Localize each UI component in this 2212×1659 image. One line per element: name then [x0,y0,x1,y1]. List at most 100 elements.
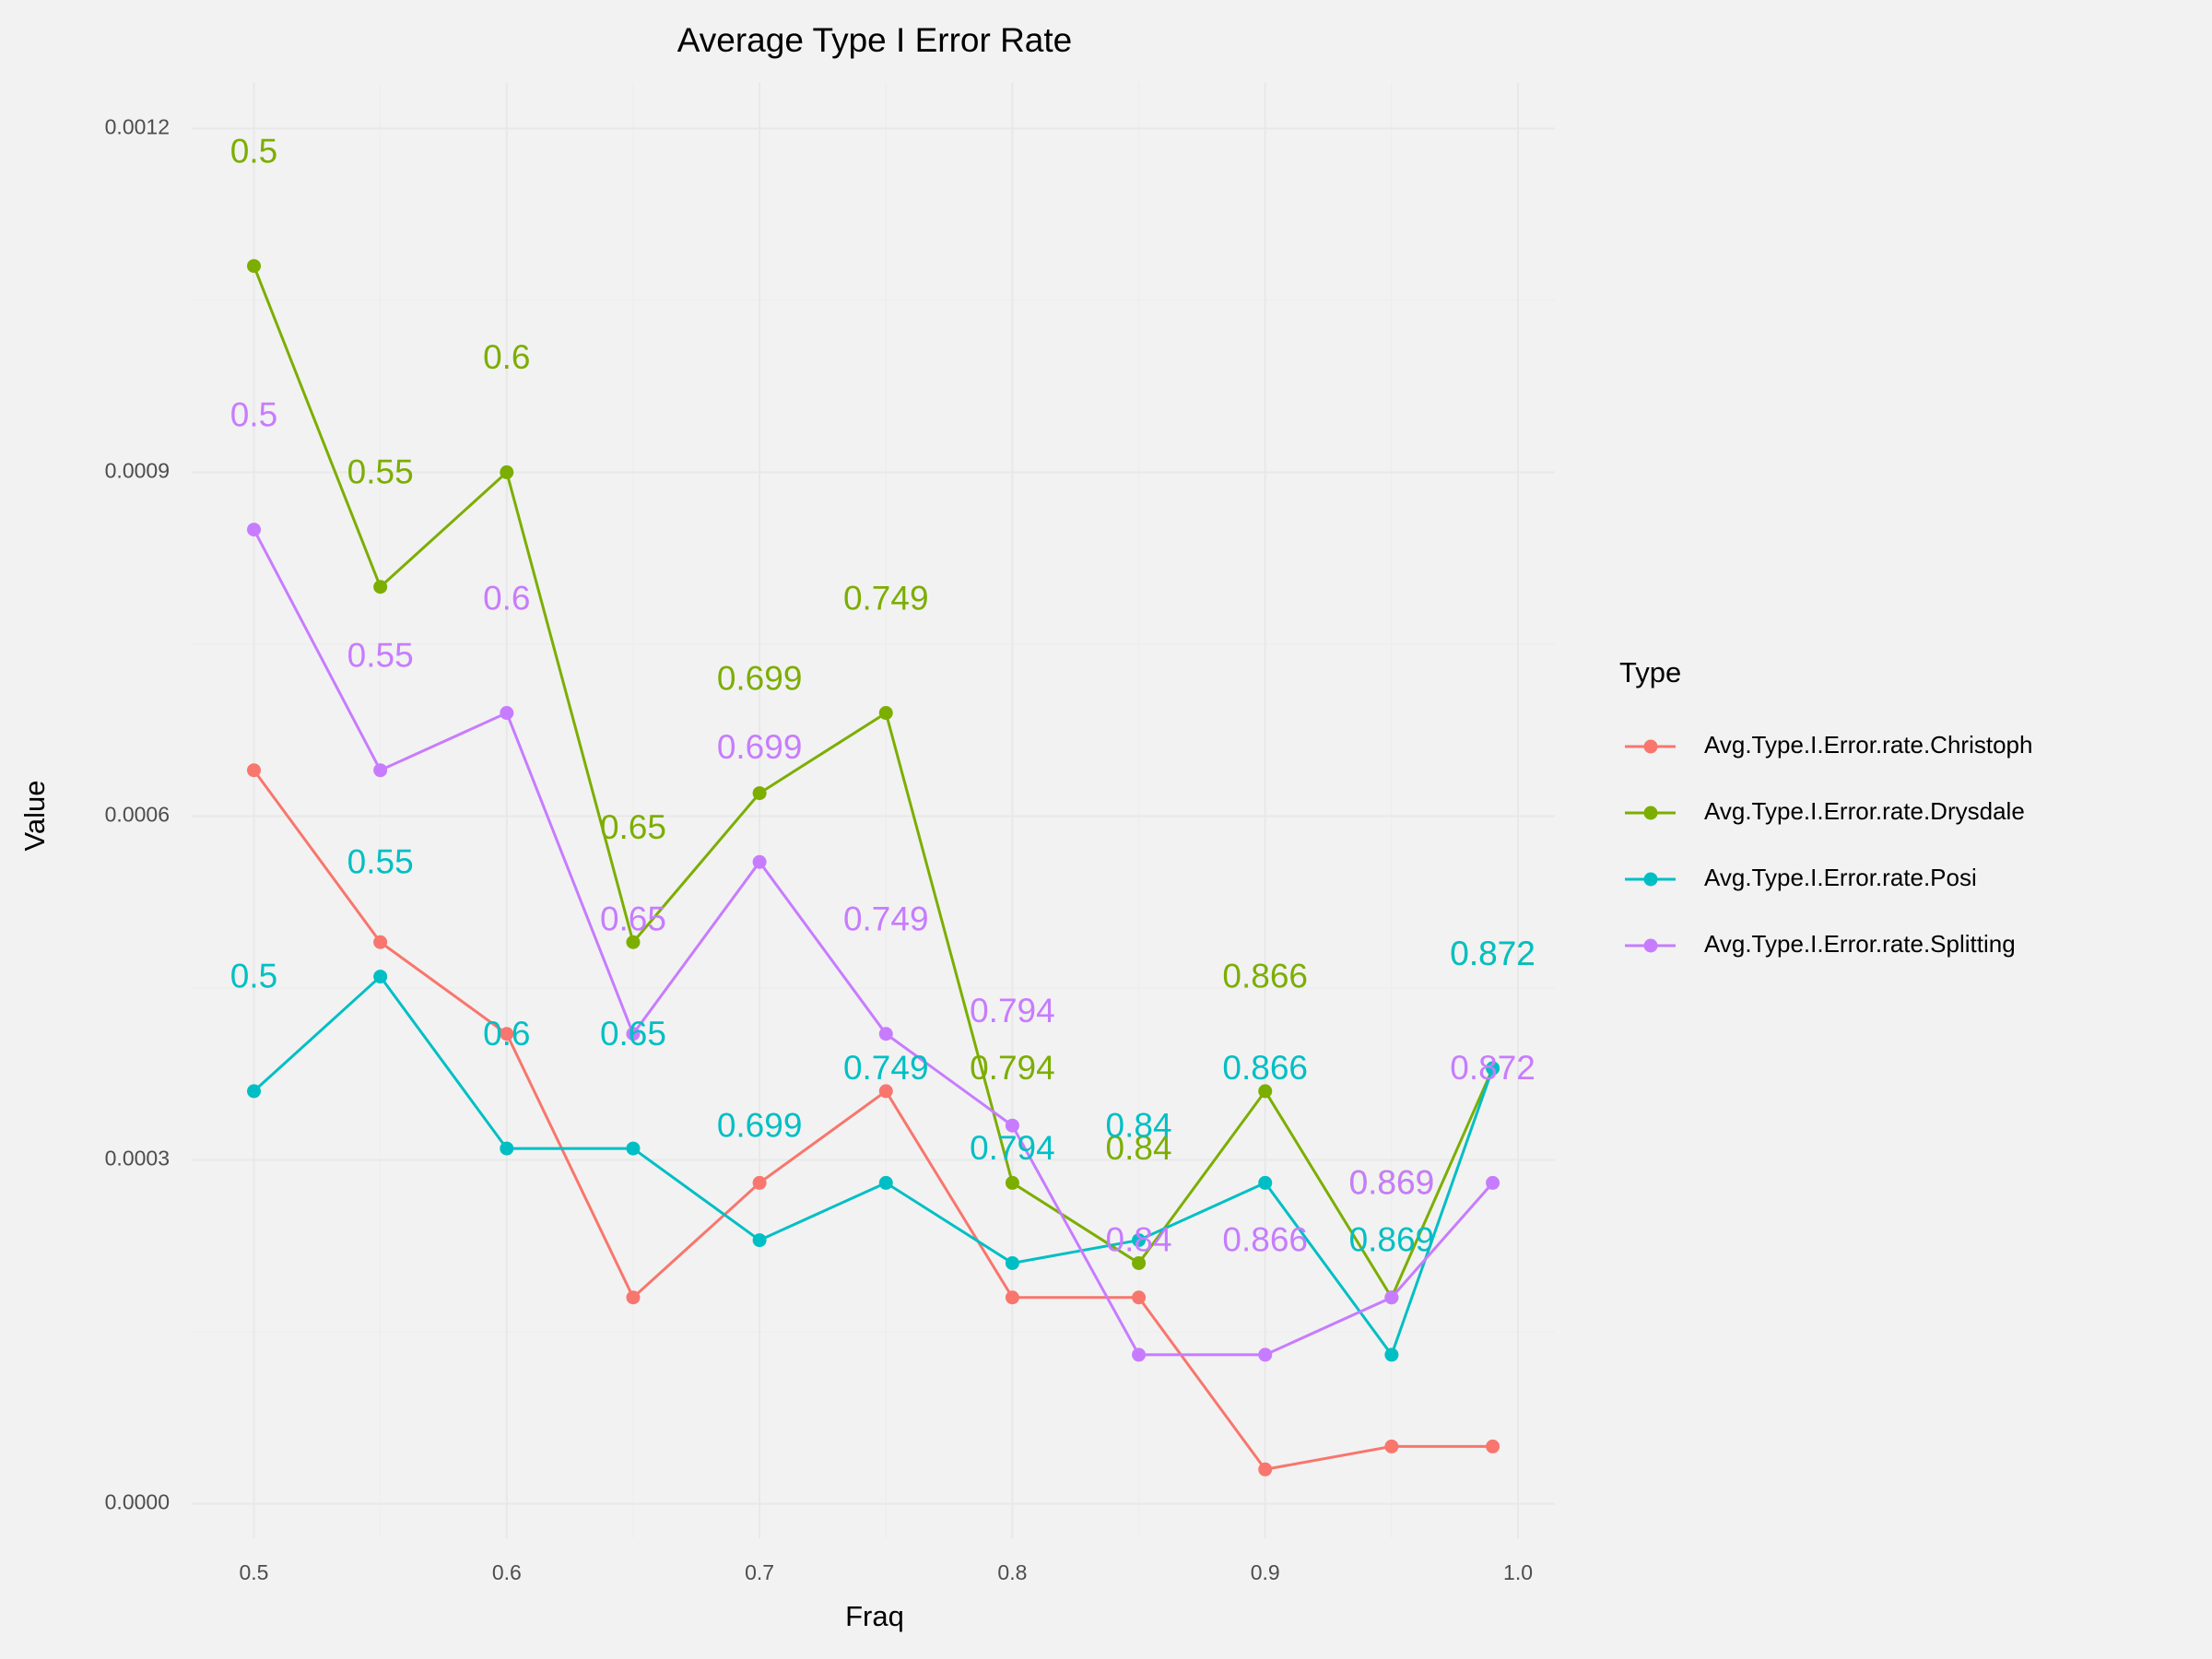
x-tick-label: 0.7 [745,1560,774,1584]
data-point [878,706,893,721]
data-point [247,259,262,274]
data-label: 0.65 [600,808,666,846]
data-label: 0.869 [1349,1221,1435,1259]
data-point [373,763,388,778]
legend-label: Avg.Type.I.Error.rate.Splitting [1704,930,2016,958]
y-tick-label: 0.0009 [105,458,170,482]
data-point [500,465,514,479]
data-label: 0.6 [483,1015,530,1053]
data-label: 0.866 [1222,1049,1308,1087]
x-tick-label: 0.6 [492,1560,522,1584]
data-label: 0.65 [600,1015,666,1053]
data-point [1258,1175,1273,1190]
data-label: 0.699 [717,728,803,766]
data-point [1132,1347,1147,1362]
data-label: 0.65 [600,900,666,938]
data-label: 0.84 [1106,1106,1172,1144]
data-label: 0.869 [1349,1164,1435,1202]
data-label: 0.794 [970,1049,1055,1087]
x-tick-label: 0.8 [997,1560,1027,1584]
data-point [626,1290,641,1305]
y-axis-title: Value [18,781,51,852]
legend-key-point [1643,872,1658,887]
data-point [1005,1118,1019,1133]
data-point [500,1141,514,1156]
data-label: 0.84 [1106,1129,1172,1167]
data-label: 0.84 [1106,1221,1172,1259]
data-point [626,1027,641,1041]
legend-key-point [1643,938,1658,953]
data-point [1132,1255,1147,1270]
y-tick-label: 0.0006 [105,803,170,827]
data-point [626,1141,641,1156]
x-axis-title: Fraq [845,1600,904,1632]
data-point [1258,1084,1273,1099]
data-label: 0.872 [1450,935,1535,972]
data-label: 0.749 [843,1049,929,1087]
data-point [752,1175,767,1190]
data-label: 0.55 [347,637,414,675]
data-label: 0.794 [970,992,1055,1030]
data-point [1486,1439,1500,1453]
data-point [1384,1347,1399,1362]
x-tick-label: 1.0 [1503,1560,1533,1584]
data-point [878,1027,893,1041]
data-label: 0.6 [483,338,530,376]
data-point [247,523,262,537]
data-point [1005,1255,1019,1270]
data-point [626,935,641,949]
y-tick-label: 0.0012 [105,114,170,138]
data-point [1258,1347,1273,1362]
data-label: 0.866 [1222,1221,1308,1259]
x-tick-label: 0.9 [1251,1560,1280,1584]
data-point [1486,1061,1500,1076]
data-label: 0.55 [347,842,414,880]
data-label: 0.5 [230,132,277,170]
data-label: 0.699 [717,1106,803,1144]
data-point [878,1084,893,1099]
data-point [373,580,388,594]
data-point [878,1175,893,1190]
data-point [752,1233,767,1248]
legend-label: Avg.Type.I.Error.rate.Posi [1704,864,1977,891]
data-point [1005,1175,1019,1190]
y-tick-label: 0.0000 [105,1490,170,1514]
data-point [1132,1290,1147,1305]
chart-title: Average Type I Error Rate [677,21,1072,59]
data-label: 0.699 [717,659,803,697]
legend-title: Type [1619,656,1681,688]
data-point [1258,1462,1273,1477]
data-point [1005,1290,1019,1305]
data-point [373,935,388,949]
data-label: 0.5 [230,958,277,995]
legend-label: Avg.Type.I.Error.rate.Christoph [1704,731,2032,759]
data-label: 0.749 [843,900,929,938]
data-point [752,854,767,869]
legend-key-point [1643,806,1658,820]
data-point [1384,1290,1399,1305]
data-label: 0.872 [1450,1049,1535,1087]
data-point [247,1084,262,1099]
data-label: 0.866 [1222,958,1308,995]
data-label: 0.55 [347,453,414,491]
data-point [1132,1233,1147,1248]
data-point [500,1027,514,1041]
data-label: 0.869 [1349,1164,1435,1202]
legend-key-point [1643,739,1658,754]
data-label: 0.794 [970,1129,1055,1167]
data-label: 0.872 [1450,935,1535,972]
data-label: 0.5 [230,395,277,433]
data-point [247,763,262,778]
data-point [1486,1175,1500,1190]
data-point [373,970,388,984]
data-point [500,706,514,721]
legend-label: Avg.Type.I.Error.rate.Drysdale [1704,797,2025,825]
y-tick-label: 0.0003 [105,1147,170,1171]
x-tick-label: 0.5 [240,1560,269,1584]
data-point [752,786,767,801]
data-label: 0.6 [483,579,530,617]
data-point [1384,1439,1399,1453]
data-label: 0.749 [843,579,929,617]
